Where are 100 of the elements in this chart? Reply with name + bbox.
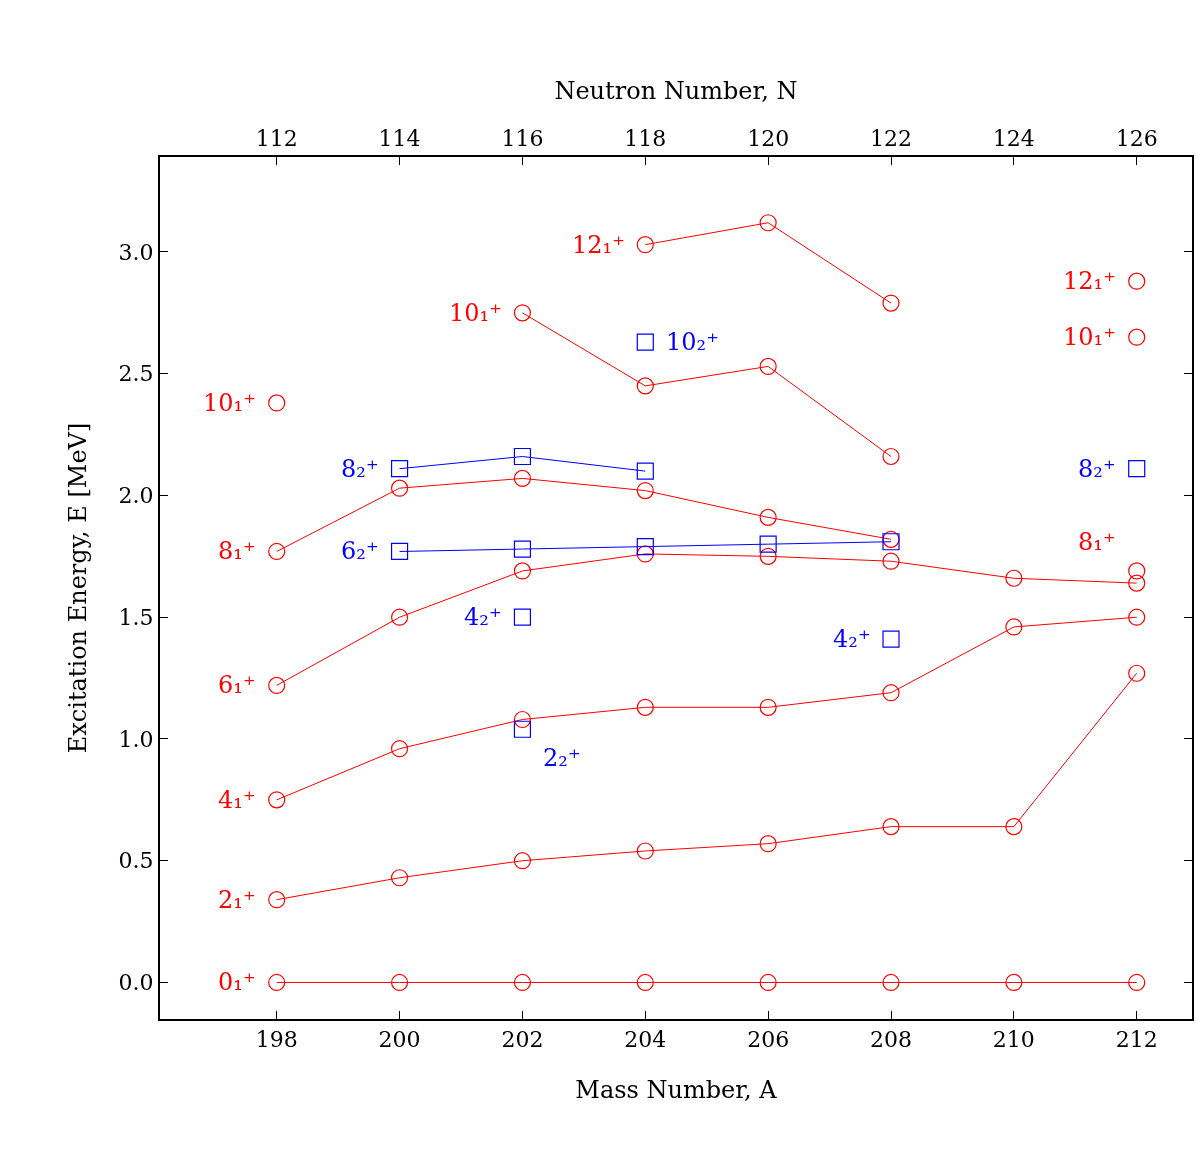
point xyxy=(513,973,532,992)
point xyxy=(1005,818,1023,836)
y-tick-label: 0.5 xyxy=(118,848,154,874)
point xyxy=(759,698,777,716)
point xyxy=(636,377,654,395)
x-tick-label: 204 xyxy=(624,1027,667,1053)
annotation: 10₂⁺ xyxy=(666,328,719,356)
point xyxy=(882,684,900,702)
annotation: 10₁⁺ xyxy=(449,299,502,327)
annotation: 12₁⁺ xyxy=(1063,267,1116,295)
point xyxy=(390,479,409,497)
annotation: 12₁⁺ xyxy=(572,231,625,259)
point xyxy=(268,542,286,561)
annotation: 8₁⁺ xyxy=(1078,528,1116,556)
annotation: 4₁⁺ xyxy=(218,786,256,814)
point xyxy=(268,676,286,694)
point xyxy=(1128,460,1146,478)
annotation: 8₂⁺ xyxy=(341,455,379,483)
point xyxy=(636,973,654,992)
x2-tick-label: 118 xyxy=(624,126,667,152)
point xyxy=(390,542,409,561)
annotation: 6₁⁺ xyxy=(218,671,256,699)
y-tick-label: 1.5 xyxy=(118,604,154,630)
point xyxy=(1128,973,1146,992)
x2-axis-title: Neutron Number, N xyxy=(554,76,798,105)
point xyxy=(759,547,777,565)
annotation: 2₂⁺ xyxy=(543,744,581,772)
point xyxy=(882,294,900,312)
point xyxy=(513,540,532,558)
x-tick-label: 202 xyxy=(501,1027,544,1053)
point xyxy=(759,973,777,992)
point xyxy=(268,891,286,909)
point xyxy=(882,973,900,992)
y-axis-title: Excitation Energy, E [MeV] xyxy=(64,422,93,754)
annotation: 0₁⁺ xyxy=(218,968,256,996)
x2-tick-label: 120 xyxy=(747,126,790,152)
x2-tick-label: 122 xyxy=(870,126,912,152)
point xyxy=(1005,569,1023,587)
point xyxy=(636,698,654,716)
x2-tick-label: 114 xyxy=(378,126,421,152)
point xyxy=(1128,664,1146,682)
point xyxy=(1128,574,1146,592)
x-tick-label: 208 xyxy=(870,1027,912,1053)
point xyxy=(759,214,777,232)
annotation: 2₁⁺ xyxy=(218,886,256,914)
point xyxy=(636,545,654,563)
x-tick-label: 212 xyxy=(1115,1027,1158,1053)
point xyxy=(636,538,654,556)
point xyxy=(390,740,409,758)
point xyxy=(636,482,654,500)
point xyxy=(882,630,900,648)
x-tick-label: 206 xyxy=(747,1027,790,1053)
point xyxy=(513,304,532,322)
point xyxy=(1128,272,1146,290)
x2-tick-label: 124 xyxy=(992,126,1035,152)
y-tick-label: 2.5 xyxy=(118,361,154,387)
annotation: 8₂⁺ xyxy=(1078,455,1116,483)
point xyxy=(390,973,409,992)
annotation: 8₁⁺ xyxy=(218,537,256,565)
point xyxy=(759,535,777,553)
point xyxy=(513,852,532,870)
point xyxy=(513,469,532,488)
point xyxy=(390,869,409,887)
point xyxy=(882,552,900,570)
point xyxy=(1128,608,1146,626)
x2-tick-label: 112 xyxy=(255,126,298,152)
x2-tick-label: 126 xyxy=(1115,126,1158,152)
point xyxy=(882,818,900,836)
x-axis-title: Mass Number, A xyxy=(575,1076,778,1105)
point xyxy=(390,608,409,626)
point xyxy=(1005,973,1023,992)
point xyxy=(268,973,286,992)
point xyxy=(1128,328,1146,346)
y-tick-label: 0.0 xyxy=(118,970,154,996)
x2-tick-label: 116 xyxy=(501,126,544,152)
point xyxy=(513,562,532,580)
point xyxy=(636,236,654,254)
x-tick-label: 210 xyxy=(992,1027,1035,1053)
point xyxy=(513,720,532,738)
annotation: 4₂⁺ xyxy=(464,603,502,631)
y-tick-label: 2.0 xyxy=(118,483,154,509)
annotation: 4₂⁺ xyxy=(833,625,871,653)
annotation: 10₁⁺ xyxy=(1063,323,1116,351)
annotation: 6₂⁺ xyxy=(341,537,379,565)
y-tick-label: 1.0 xyxy=(118,726,154,752)
point xyxy=(513,710,532,729)
point xyxy=(759,835,777,853)
point xyxy=(759,508,777,526)
x-tick-label: 198 xyxy=(255,1027,298,1053)
point xyxy=(882,447,900,466)
y-tick-label: 3.0 xyxy=(118,239,154,265)
point xyxy=(268,394,286,412)
point xyxy=(636,842,654,860)
point xyxy=(1005,618,1023,636)
x-tick-label: 200 xyxy=(378,1027,421,1053)
point xyxy=(268,791,286,809)
point xyxy=(513,608,532,626)
point xyxy=(636,333,654,351)
point xyxy=(759,357,777,375)
annotation: 10₁⁺ xyxy=(203,389,256,417)
